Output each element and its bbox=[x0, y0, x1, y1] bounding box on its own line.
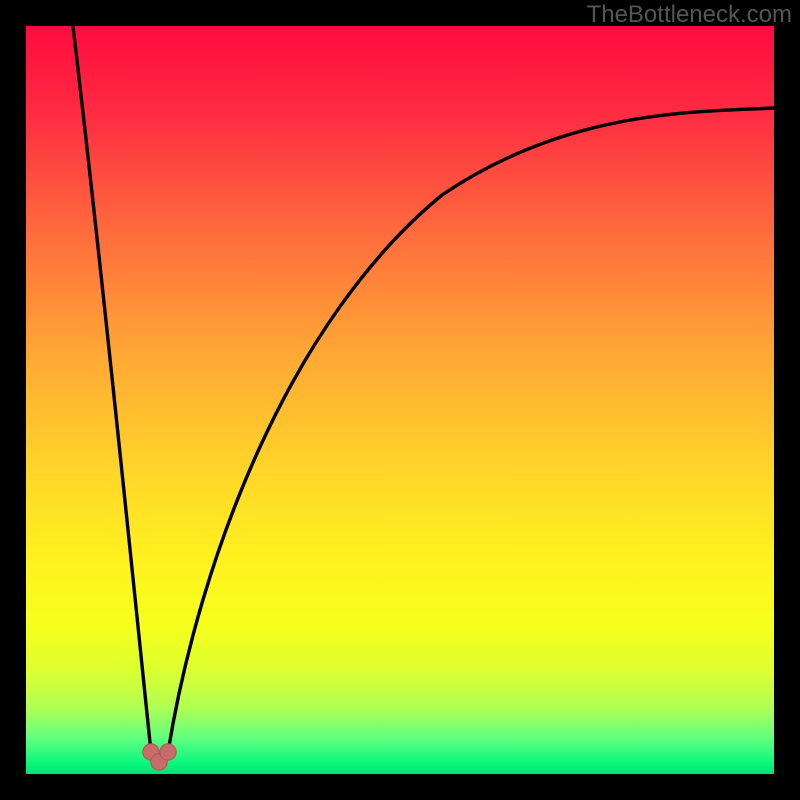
curve-cap bbox=[160, 744, 176, 760]
plot-background-gradient bbox=[26, 26, 774, 774]
chart-container: TheBottleneck.com bbox=[0, 0, 800, 800]
watermark-text: TheBottleneck.com bbox=[587, 1, 792, 28]
bottleneck-chart: TheBottleneck.com bbox=[0, 0, 800, 800]
